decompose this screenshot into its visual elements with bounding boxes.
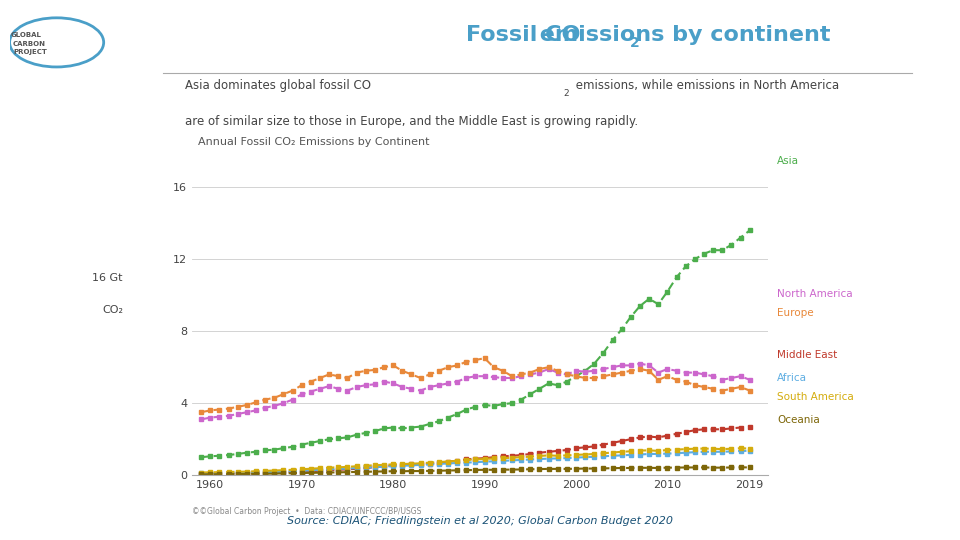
- Text: 16 Gt: 16 Gt: [92, 273, 123, 283]
- Text: PROJECT: PROJECT: [13, 49, 47, 55]
- Text: Annual Fossil CO₂ Emissions by Continent: Annual Fossil CO₂ Emissions by Continent: [198, 137, 429, 147]
- Text: CARBON: CARBON: [12, 41, 45, 47]
- Text: Middle East: Middle East: [778, 350, 837, 360]
- Text: North America: North America: [778, 289, 852, 299]
- Text: 2: 2: [630, 36, 639, 50]
- Text: CO₂: CO₂: [102, 305, 123, 315]
- Text: are of similar size to those in Europe, and the Middle East is growing rapidly.: are of similar size to those in Europe, …: [184, 115, 638, 128]
- Text: South America: South America: [778, 393, 853, 402]
- Text: emissions by continent: emissions by continent: [533, 25, 830, 45]
- Text: ©©Global Carbon Project  •  Data: CDIAC/UNFCCC/BP/USGS: ©©Global Carbon Project • Data: CDIAC/UN…: [192, 507, 421, 516]
- Text: Europe: Europe: [778, 308, 814, 318]
- Text: emissions, while emissions in North America: emissions, while emissions in North Amer…: [572, 78, 839, 92]
- Text: 2: 2: [564, 89, 569, 98]
- Text: Asia: Asia: [778, 156, 799, 166]
- Text: GLOBAL: GLOBAL: [11, 32, 42, 38]
- Text: Fossil CO: Fossil CO: [466, 25, 581, 45]
- Text: Oceania: Oceania: [778, 415, 820, 425]
- Text: Asia dominates global fossil CO: Asia dominates global fossil CO: [184, 78, 371, 92]
- Text: Source: CDIAC; Friedlingstein et al 2020; Global Carbon Budget 2020: Source: CDIAC; Friedlingstein et al 2020…: [287, 516, 673, 526]
- Text: Africa: Africa: [778, 373, 807, 383]
